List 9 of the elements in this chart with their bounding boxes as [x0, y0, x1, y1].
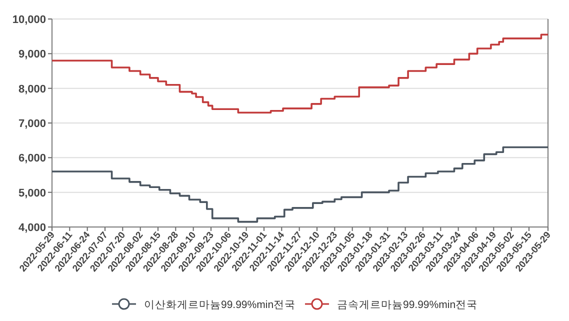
y-tick-label: 9,000 — [18, 48, 46, 61]
legend-label: 금속게르마늄99.99%min전국 — [337, 299, 478, 311]
y-tick-label: 6,000 — [18, 152, 46, 165]
y-tick-label: 10,000 — [12, 14, 46, 26]
y-tick-label: 8,000 — [18, 83, 46, 96]
y-tick-label: 4,000 — [18, 222, 46, 234]
y-tick-label: 5,000 — [18, 187, 46, 200]
y-tick-label: 7,000 — [18, 118, 46, 130]
legend-label: 이산화게르마늄99.99%min전국 — [144, 299, 296, 311]
